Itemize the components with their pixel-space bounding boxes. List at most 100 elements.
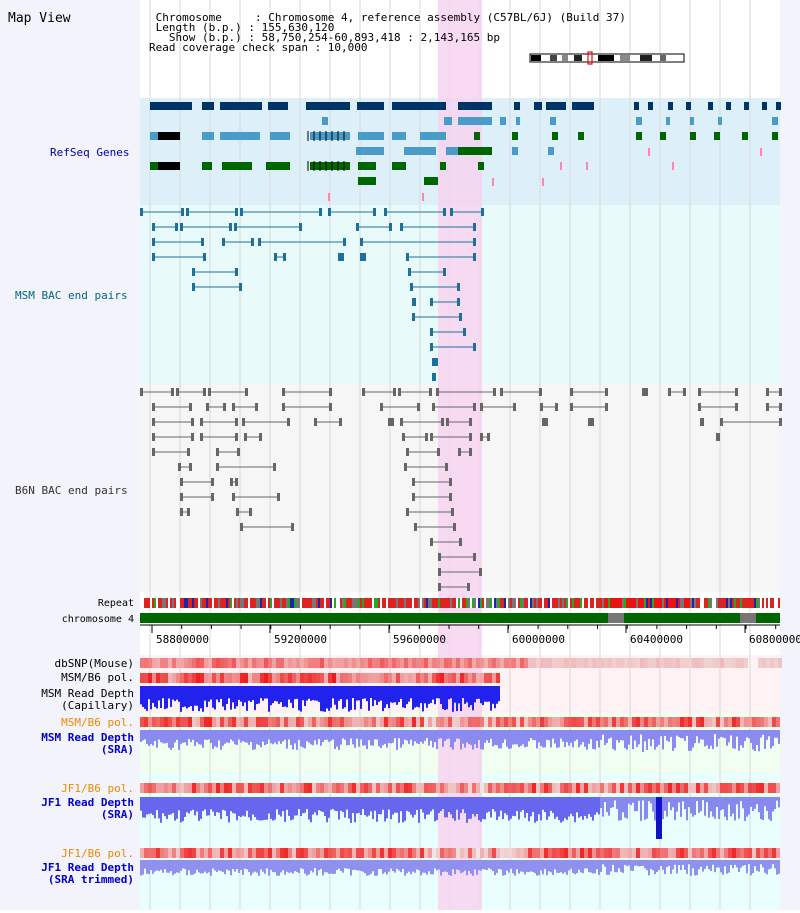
read-depth-bar [694, 730, 696, 744]
read-depth-bar [250, 797, 252, 821]
track-label-msm-bac[interactable]: MSM BAC end pairs [15, 289, 128, 302]
polymorphism-cell [724, 658, 728, 668]
read-depth-bar [302, 730, 304, 748]
read-depth-bar [232, 860, 234, 870]
polymorphism-cell [348, 717, 352, 727]
refseq-gene-features[interactable] [150, 102, 781, 201]
read-depth-bar [318, 730, 320, 740]
repeat-element [670, 598, 672, 608]
read-depth-bar [310, 797, 312, 823]
read-depth-bar [456, 797, 458, 810]
repeat-element [722, 598, 724, 608]
polymorphism-cell [684, 717, 688, 727]
repeat-element [230, 598, 232, 608]
msm-bac-end [343, 238, 346, 246]
track-label-refseq[interactable]: RefSeq Genes [50, 146, 129, 159]
read-depth-bar [602, 730, 604, 735]
read-depth-bar [416, 860, 418, 870]
gene-marker-pink [760, 148, 762, 156]
polymorphism-cell [160, 658, 164, 668]
read-depth-bar [394, 797, 396, 813]
b6n-bac-end [230, 478, 233, 486]
read-depth-bar [418, 797, 420, 823]
repeat-element [190, 598, 192, 608]
polymorphism-cell [632, 848, 636, 858]
polymorphism-cell [384, 658, 388, 668]
axis-tick-label: 59200000 [274, 633, 327, 646]
read-depth-bar [388, 797, 390, 810]
repeat-element [176, 598, 178, 608]
read-depth-bar [740, 860, 742, 868]
b6n-bac-end [453, 523, 456, 531]
read-depth-bar [266, 686, 268, 699]
polymorphism-cell [724, 783, 728, 793]
repeat-element [534, 598, 536, 608]
read-depth-bar [262, 730, 264, 742]
read-depth-bar [174, 686, 176, 702]
read-depth-bars[interactable] [140, 686, 780, 876]
read-depth-bar [224, 797, 226, 811]
read-depth-bar [346, 797, 348, 810]
repeat-element [766, 598, 768, 608]
read-depth-bar [558, 797, 560, 820]
repeat-element [562, 598, 564, 608]
read-depth-bar [152, 797, 154, 816]
read-depth-bar [380, 797, 382, 815]
read-depth-bar [146, 797, 148, 815]
polymorphism-cell [184, 673, 188, 683]
read-depth-bar [184, 686, 186, 707]
repeat-element [238, 598, 240, 608]
read-depth-bar [722, 730, 724, 738]
gene-exon [270, 132, 290, 140]
repeat-element [668, 598, 670, 608]
read-depth-bar [604, 730, 606, 746]
track-label-b6n-bac[interactable]: B6N BAC end pairs [15, 484, 128, 497]
repeat-element [726, 598, 728, 608]
polymorphism-cell [770, 658, 774, 668]
gene-marker [708, 102, 713, 110]
polymorphism-heatmaps[interactable] [140, 658, 782, 858]
b6n-bac-features[interactable] [140, 388, 782, 591]
read-depth-bar [542, 860, 544, 875]
polymorphism-cell [192, 673, 196, 683]
gene-exon [514, 102, 520, 110]
read-depth-bar [726, 730, 728, 746]
read-depth-bar [240, 686, 242, 702]
read-depth-bar [512, 797, 514, 816]
polymorphism-cell [728, 783, 732, 793]
read-depth-bar [394, 860, 396, 873]
repeat-element [532, 598, 534, 608]
polymorphism-cell [392, 673, 396, 683]
polymorphism-cell [652, 658, 656, 668]
chromosome-bar[interactable] [140, 613, 780, 623]
read-depth-bar [470, 797, 472, 819]
gene-exon [572, 102, 594, 110]
read-depth-bar [168, 797, 170, 815]
chromosome-ideogram[interactable] [529, 51, 685, 65]
polymorphism-cell [700, 848, 704, 858]
repeat-element [594, 598, 596, 608]
polymorphism-cell [440, 717, 444, 727]
read-depth-bar [668, 730, 670, 742]
repeat-element [748, 598, 750, 608]
read-depth-bar [424, 686, 426, 704]
gene-exon [500, 117, 506, 125]
b6n-bac-end [430, 538, 433, 546]
read-depth-bar [270, 797, 272, 819]
repeat-element [778, 598, 780, 608]
read-depth-bar [310, 860, 312, 871]
read-depth-bar [450, 860, 452, 876]
read-depth-bar [318, 797, 320, 811]
polymorphism-cell [324, 783, 328, 793]
read-depth-bar [278, 686, 280, 704]
read-depth-bar [462, 797, 464, 810]
read-depth-bar [166, 730, 168, 743]
polymorphism-cell [204, 717, 208, 727]
polymorphism-cell [240, 673, 244, 683]
repeat-track[interactable] [140, 598, 780, 608]
read-depth-bar [776, 797, 778, 801]
read-depth-bar [756, 860, 758, 871]
read-depth-bar [154, 730, 156, 741]
msm-bac-features[interactable] [140, 208, 484, 381]
